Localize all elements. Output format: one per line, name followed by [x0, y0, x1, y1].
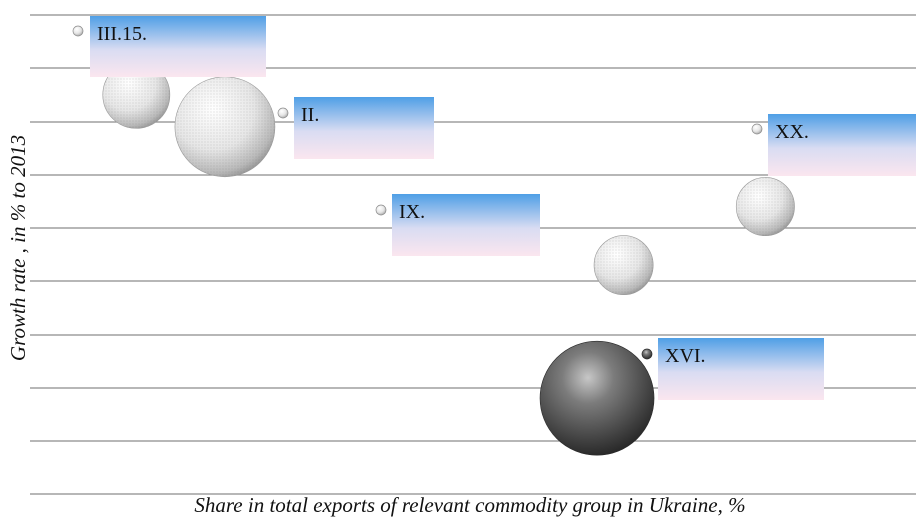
y-axis-title: Growth rate , in % to 2013	[6, 135, 30, 361]
series-label-text-ix: IX.	[399, 201, 425, 223]
legend-marker-ii	[277, 107, 289, 119]
bubbles	[102, 60, 795, 456]
series-label-ix: IX.	[375, 194, 540, 256]
series-label-box-iii15	[90, 16, 266, 77]
series-label-text-iii15: III.15.	[97, 23, 147, 45]
bubble-ix-0	[593, 235, 654, 296]
series-label-xvi: XVI.	[641, 338, 824, 400]
series-label-xx: XX.	[751, 114, 916, 176]
bubble-iii15-1	[174, 76, 276, 178]
series-label-box-xx	[768, 114, 916, 176]
series-label-ii: II.	[277, 97, 434, 159]
bubble-xx-0	[735, 177, 795, 237]
series-label-iii15: III.15.	[72, 16, 266, 77]
bubble-iii15-0	[102, 60, 171, 129]
series-labels: III.15. II. IX. XX. XVI.	[72, 16, 916, 400]
legend-marker-xx	[751, 123, 763, 135]
legend-marker-iii15	[72, 25, 84, 37]
series-label-text-ii: II.	[301, 104, 319, 126]
legend-marker-ix	[375, 204, 387, 216]
series-label-box-ix	[392, 194, 540, 256]
series-label-box-xvi	[658, 338, 824, 400]
series-label-text-xx: XX.	[775, 121, 809, 143]
series-label-text-xvi: XVI.	[665, 345, 706, 367]
series-label-box-ii	[294, 97, 434, 159]
x-axis-title: Share in total exports of relevant commo…	[194, 493, 745, 517]
legend-marker-xvi	[641, 348, 653, 360]
bubble-xvi-0	[539, 340, 655, 456]
